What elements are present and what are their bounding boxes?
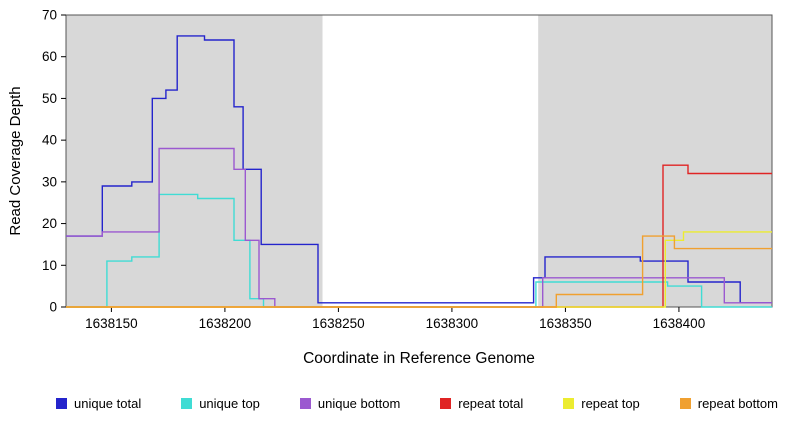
series-repeat-bottom <box>66 235 772 308</box>
legend-item-repeat-total: repeat total <box>440 396 523 411</box>
y-axis-label: Read Coverage Depth <box>7 86 24 235</box>
shaded-region <box>538 15 772 307</box>
series-unique-top <box>66 193 772 308</box>
legend-swatch-unique-total <box>56 398 67 409</box>
legend-swatch-unique-top <box>181 398 193 409</box>
y-tick-label: 10 <box>42 258 57 273</box>
legend-item-repeat-bottom: repeat bottom <box>679 396 778 411</box>
y-tick-label: 30 <box>42 174 57 189</box>
y-tick-label: 70 <box>42 8 57 23</box>
series-unique-total <box>66 35 772 304</box>
legend-item-unique-bottom: unique bottom <box>299 396 401 411</box>
legend-label-repeat-bottom: repeat bottom <box>697 396 778 411</box>
shaded-region <box>66 15 323 307</box>
y-tick-label: 0 <box>49 300 57 315</box>
y-tick-label: 60 <box>42 49 57 64</box>
x-tick-label: 1638200 <box>199 316 252 331</box>
legend-label-unique-bottom: unique bottom <box>317 396 401 411</box>
series-unique-bottom <box>66 147 772 308</box>
legend-item-unique-total: unique total <box>56 396 141 411</box>
legend-label-unique-total: unique total <box>74 396 142 411</box>
coverage-chart: 0 10 20 30 40 50 60 70 1638150 1638200 1638250 1638… <box>7 8 773 367</box>
legend-swatch-repeat-bottom <box>679 398 691 409</box>
x-tick-label: 1638300 <box>426 316 479 331</box>
legend-swatch-repeat-total <box>440 398 452 409</box>
legend-label-repeat-total: repeat total <box>458 396 524 411</box>
legend-item-unique-top: unique top <box>181 396 260 411</box>
x-tick-label: 1638250 <box>312 316 365 331</box>
y-tick-label: 20 <box>42 216 57 231</box>
x-axis-label: Coordinate in Reference Genome <box>303 350 535 367</box>
y-tick-label: 40 <box>42 133 57 148</box>
y-tick-label: 50 <box>42 91 57 106</box>
legend-item-repeat-top: repeat top <box>563 396 640 411</box>
legend-swatch-unique-bottom <box>299 398 311 409</box>
x-tick-label: 1638150 <box>85 316 138 331</box>
chart-legend: unique total unique top unique bottom re… <box>0 383 792 432</box>
legend-label-unique-top: unique top <box>199 396 260 411</box>
x-tick-label: 1638350 <box>539 316 592 331</box>
legend-label-repeat-top: repeat top <box>581 396 640 411</box>
x-tick-label: 1638400 <box>653 316 706 331</box>
legend-swatch-repeat-top <box>563 398 575 409</box>
